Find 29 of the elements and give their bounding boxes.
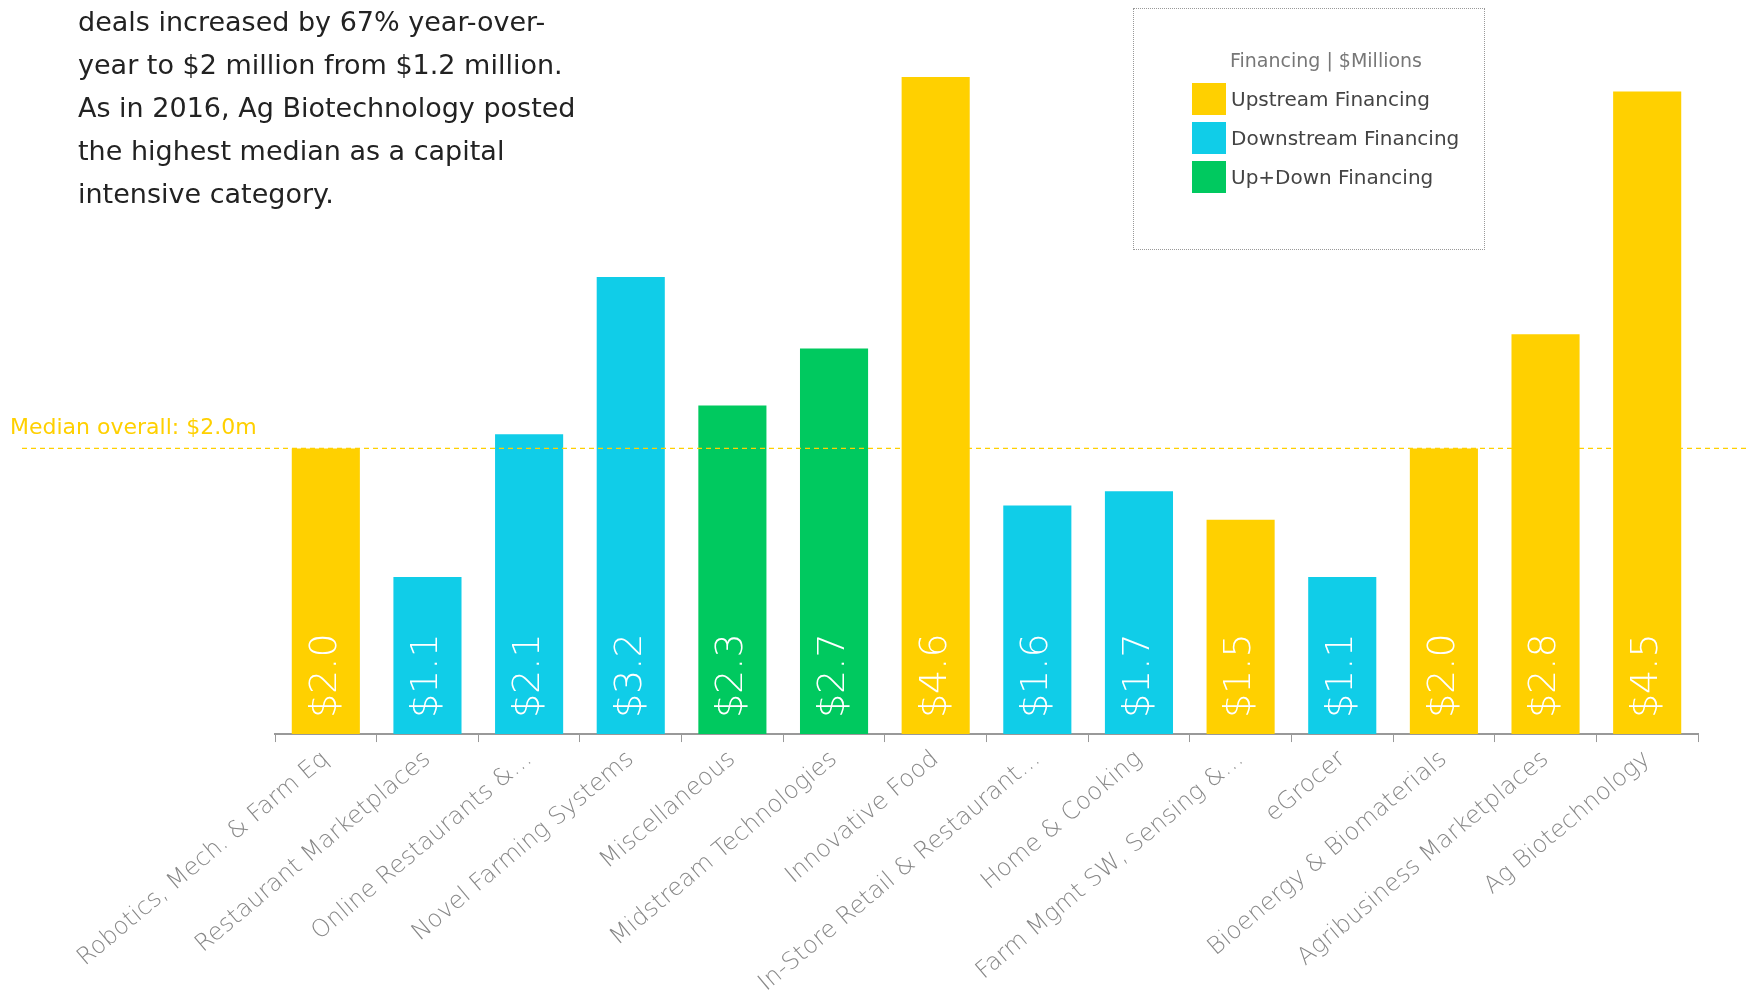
legend-title: Financing | $Millions: [1230, 49, 1424, 71]
bar: [698, 405, 767, 735]
data-label: $2.7: [808, 633, 853, 719]
bar: [1206, 519, 1275, 735]
legend-label: Upstream Financing: [1231, 86, 1430, 111]
data-label: $2.8: [1520, 633, 1565, 719]
data-label: $4.5: [1622, 633, 1667, 719]
data-label: $1.1: [1317, 633, 1362, 719]
data-label: $2.0: [1418, 633, 1463, 719]
data-label: $2.1: [503, 633, 548, 719]
data-label: $4.6: [910, 633, 955, 719]
legend-label: Up+Down Financing: [1231, 164, 1434, 189]
bar: [596, 277, 665, 735]
data-label: $2.0: [300, 633, 345, 719]
ref-line-label: Median overall: $2.0m: [10, 414, 257, 440]
annotation: deals increased by 67% year-over-year to $2 million from $1.2 million. As in 2016, Ag Biotechnology posted the highest median as a capital intensive category.: [78, 5, 577, 211]
bar: [1104, 491, 1174, 735]
bar: [1003, 505, 1072, 735]
data-label: $1.7: [1113, 633, 1158, 719]
data-label: $1.6: [1012, 633, 1057, 719]
bar: [799, 348, 869, 735]
bar: [1308, 576, 1377, 735]
data-label: $1.5: [1215, 633, 1260, 719]
data-label: $2.3: [707, 633, 752, 719]
bar: [495, 434, 564, 735]
data-label: $1.1: [402, 633, 447, 719]
bar: [393, 576, 462, 735]
legend-label: Downstream Financing: [1231, 125, 1460, 150]
data-label: $3.2: [605, 633, 650, 719]
